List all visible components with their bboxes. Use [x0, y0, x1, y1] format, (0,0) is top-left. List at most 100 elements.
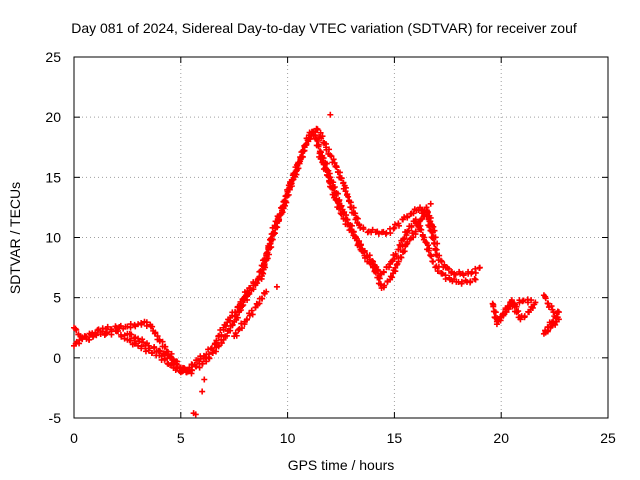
data-point-track-a — [317, 129, 324, 136]
data-point-track-a — [350, 204, 357, 211]
data-point-track-b — [392, 251, 399, 258]
data-point-track-c — [160, 350, 167, 357]
data-point-track-c — [430, 223, 437, 230]
data-point-track-b — [118, 333, 125, 340]
data-point-track-b — [247, 285, 254, 292]
data-point-track-b — [252, 280, 259, 287]
data-point-track-b — [279, 203, 286, 210]
data-point-track-c — [393, 261, 400, 268]
data-point-track-a — [395, 220, 402, 227]
data-point-track-c — [332, 190, 339, 197]
data-point-track-b — [288, 177, 295, 184]
data-point-track-e — [511, 300, 518, 307]
data-point-track-c — [322, 166, 329, 173]
data-point-track-a — [375, 230, 382, 237]
data-point-track-b — [192, 363, 199, 370]
data-point-track-f — [546, 319, 553, 326]
data-point-track-b — [244, 291, 251, 298]
data-point-track-e — [503, 306, 510, 313]
data-point-track-c — [188, 370, 195, 377]
y-tick-label: 10 — [45, 230, 61, 246]
data-point-track-a — [127, 321, 134, 328]
axis-ticks — [73, 56, 609, 419]
data-point-outliers — [199, 388, 206, 395]
data-point-track-d — [492, 315, 499, 322]
data-point-track-a — [318, 135, 325, 142]
data-point-track-c — [336, 205, 343, 212]
data-point-outliers — [427, 200, 434, 207]
data-point-track-b — [435, 263, 442, 270]
data-point-track-f — [552, 314, 559, 321]
data-point-outliers — [312, 132, 319, 139]
data-point-track-b — [282, 198, 289, 205]
y-tick-label: 0 — [53, 350, 61, 366]
data-point-track-c — [249, 311, 256, 318]
data-point-track-c — [389, 274, 396, 281]
data-point-track-b — [83, 334, 90, 341]
data-point-track-b — [285, 182, 292, 189]
data-point-track-f — [542, 295, 549, 302]
data-point-track-a — [432, 251, 439, 258]
data-point-track-c — [360, 247, 367, 254]
data-point-track-a — [328, 153, 335, 160]
data-point-track-b — [428, 253, 435, 260]
data-point-track-c — [332, 196, 339, 203]
data-point-track-c — [381, 282, 388, 289]
data-point-track-a — [445, 265, 452, 272]
data-point-track-b — [148, 350, 155, 357]
data-point-track-c — [325, 172, 332, 179]
data-point-track-b — [255, 276, 262, 283]
data-point-track-f — [540, 330, 547, 337]
data-point-track-c — [377, 281, 384, 288]
data-point-track-b — [97, 329, 104, 336]
y-tick-label: 25 — [45, 49, 61, 65]
data-point-track-a — [476, 264, 483, 271]
data-point-track-c — [352, 234, 359, 241]
data-point-track-a — [337, 174, 344, 181]
data-point-track-b — [138, 343, 145, 350]
data-point-track-c — [157, 348, 164, 355]
data-point-track-c — [128, 331, 135, 338]
data-point-track-a — [104, 323, 111, 330]
data-point-track-c — [431, 234, 438, 241]
x-tick-label: 25 — [600, 430, 616, 446]
data-points — [71, 111, 562, 418]
x-tick-label: 15 — [387, 430, 403, 446]
data-point-track-b — [127, 337, 134, 344]
data-point-track-f — [548, 303, 555, 310]
data-point-track-c — [258, 295, 265, 302]
data-point-track-a — [438, 258, 445, 265]
data-point-track-a — [152, 329, 159, 336]
data-point-track-b — [422, 239, 429, 246]
data-point-track-b — [429, 258, 436, 265]
data-point-track-a — [417, 204, 424, 211]
data-point-track-a — [331, 159, 338, 166]
data-point-track-b — [408, 222, 415, 229]
data-point-track-a — [345, 193, 352, 200]
data-point-track-c — [414, 222, 421, 229]
data-point-track-c — [335, 200, 342, 207]
data-point-track-b — [265, 244, 272, 251]
x-tick-label: 10 — [280, 430, 296, 446]
data-point-track-b — [264, 255, 271, 262]
y-tick-label: 20 — [45, 109, 61, 125]
data-point-track-a — [452, 271, 459, 278]
data-point-track-b — [299, 153, 306, 160]
data-point-track-c — [417, 217, 424, 224]
data-point-track-a — [369, 226, 376, 233]
data-point-track-b — [205, 354, 212, 361]
x-tick-labels: 0 5 10 15 20 25 — [70, 430, 616, 446]
data-point-track-c — [344, 221, 351, 228]
data-point-outliers — [273, 283, 280, 290]
data-point-track-b — [434, 268, 441, 275]
data-point-track-c — [429, 229, 436, 236]
data-point-track-e — [520, 297, 527, 304]
data-point-track-b — [299, 148, 306, 155]
data-point-track-b — [307, 135, 314, 142]
data-point-track-c — [328, 184, 335, 191]
data-point-track-b — [315, 143, 322, 150]
data-point-track-f — [552, 321, 559, 328]
data-point-track-c — [263, 288, 270, 295]
grid-lines — [74, 57, 608, 418]
data-point-track-c — [329, 191, 336, 198]
